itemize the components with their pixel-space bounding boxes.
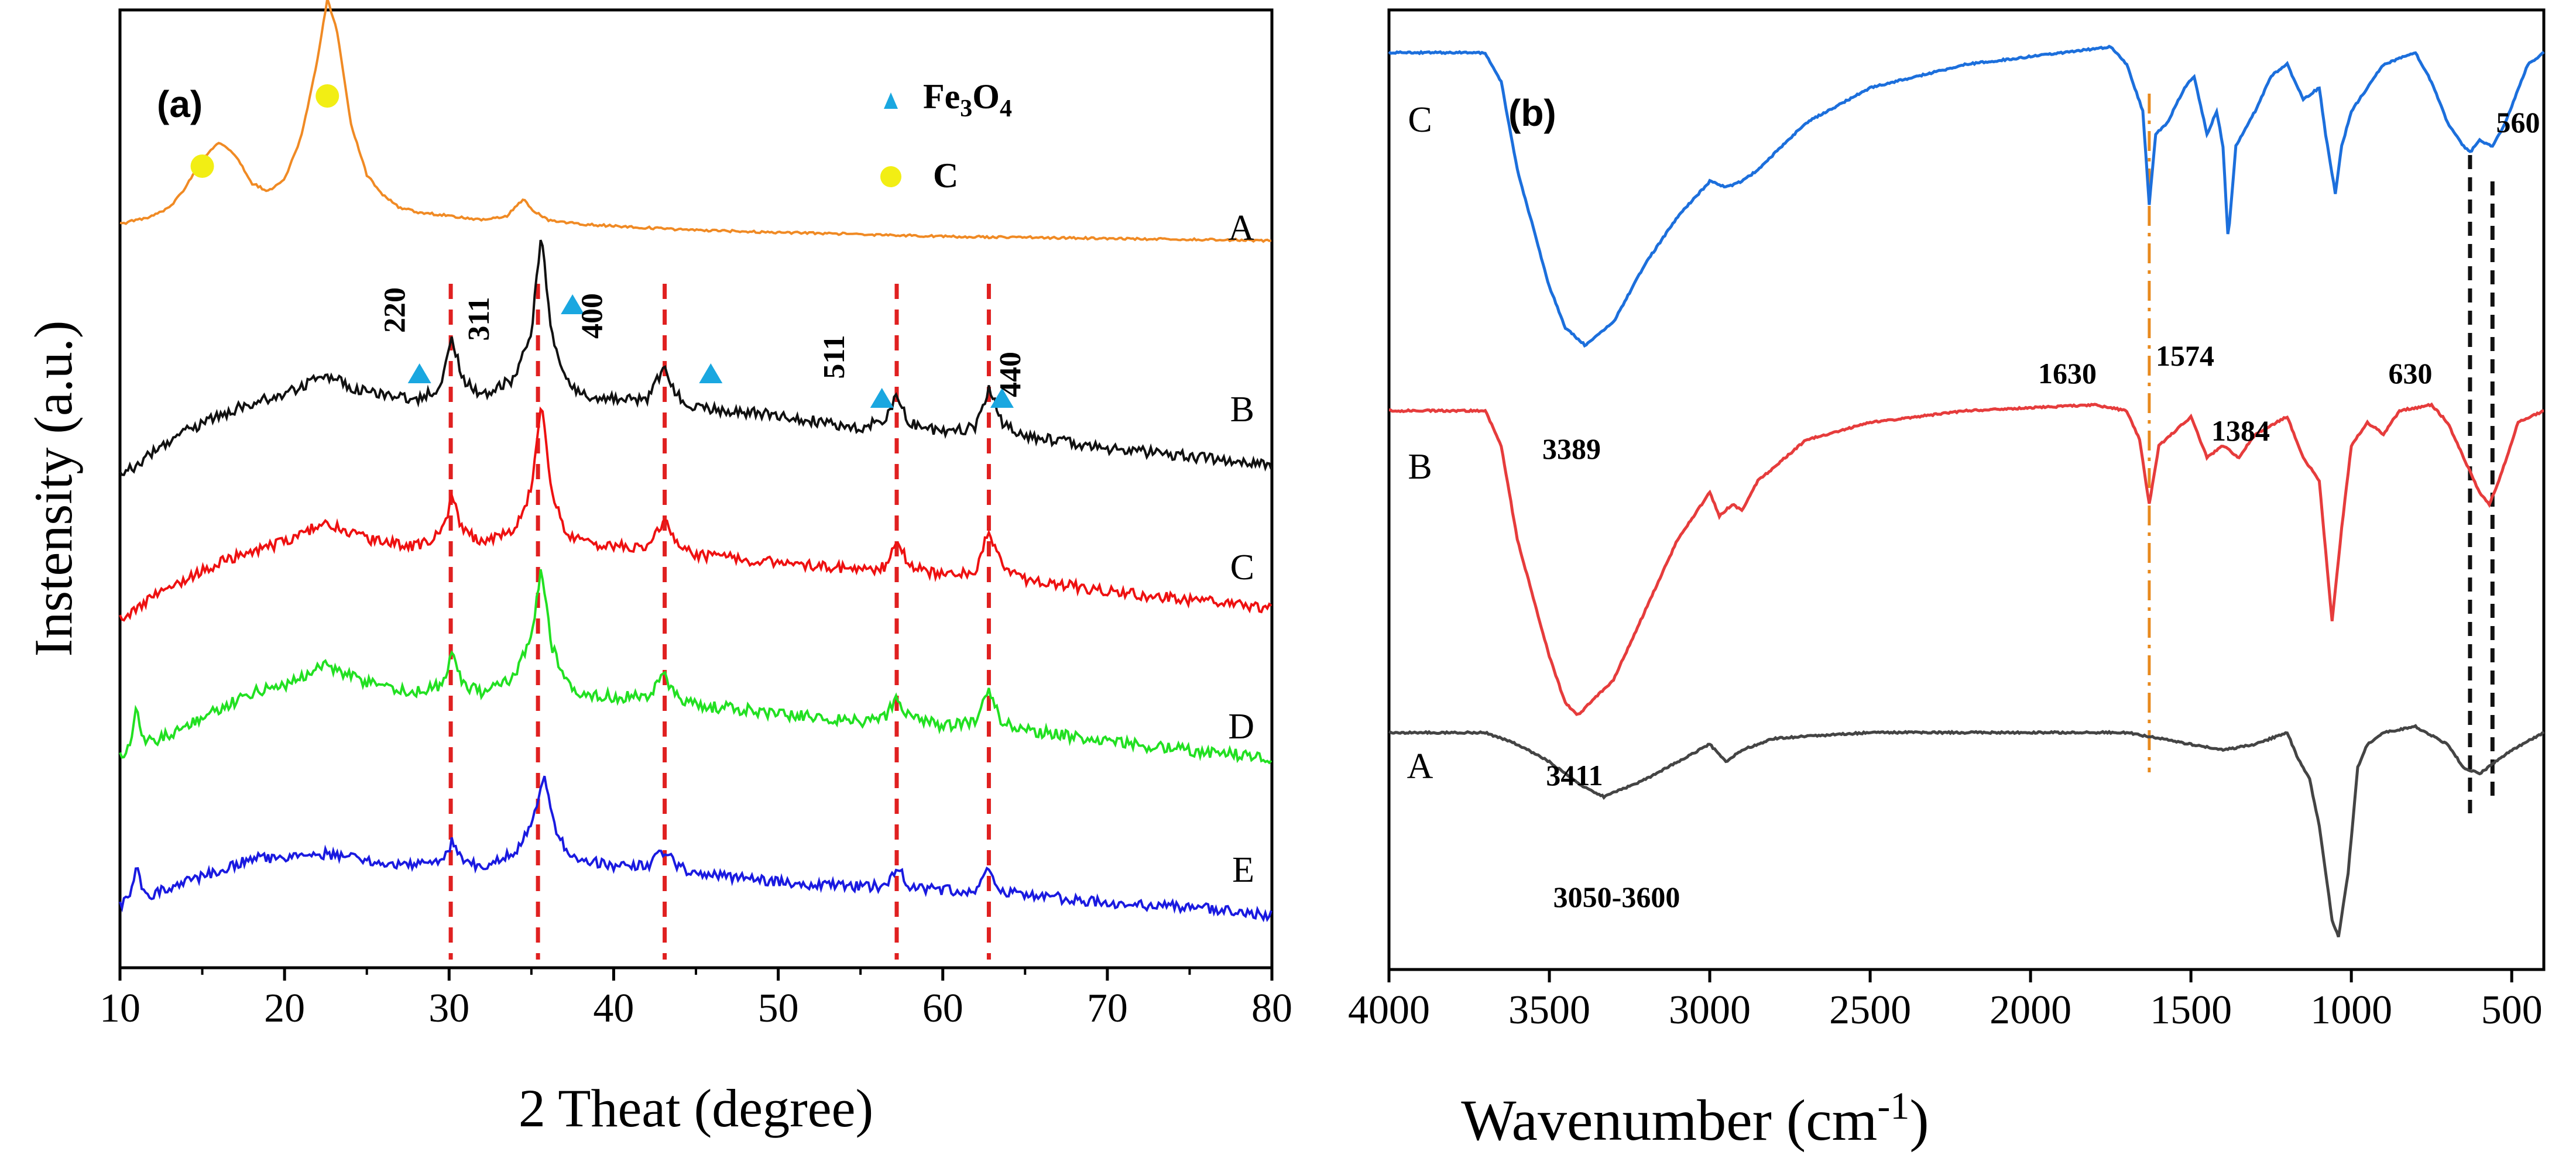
annotation-630: 630: [2389, 357, 2433, 390]
legend-circle-icon: [880, 166, 901, 187]
panel-b-label: (b): [1508, 92, 1556, 134]
x-tick-label: 1500: [2150, 988, 2232, 1033]
fe3o4-triangle-marker: [870, 388, 894, 408]
xrd-series-label-B: B: [1230, 390, 1254, 429]
panel-a-y-axis-label: Instensity (a.u.): [23, 321, 83, 657]
ftir-series-label-A: A: [1407, 747, 1433, 786]
xrd-series-label-D: D: [1228, 707, 1254, 747]
panel-b-x-ticks: 4000 3500 3000 2500 2000 1500 1000 500: [1348, 970, 2543, 1033]
x-tick-label: 3500: [1508, 988, 1590, 1033]
panel-a-label: (a): [157, 83, 203, 125]
xrd-series-B: [119, 239, 1272, 476]
x-tick-label: 500: [2481, 988, 2543, 1033]
panel-a-reference-lines: [448, 284, 991, 960]
ftir-series-label-B: B: [1408, 447, 1432, 487]
legend-triangle-icon: [884, 92, 898, 109]
fe3o4-triangle-marker: [699, 363, 723, 383]
panel-b-series: C B A: [1388, 44, 2545, 938]
xrd-series-label-C: C: [1230, 548, 1254, 587]
legend: Fe3O4 C: [880, 77, 1012, 195]
x-tick-label: 1000: [2310, 988, 2392, 1033]
panel-a-reflection-labels: 220 311 400 511 440: [378, 287, 1027, 397]
annotation-3050-3600: 3050-3600: [1553, 881, 1680, 913]
x-tick-label: 50: [758, 986, 799, 1031]
annotation-560: 560: [2496, 106, 2540, 139]
x-tick-label: 10: [100, 986, 140, 1031]
x-tick-label: 40: [593, 986, 634, 1031]
reflection-label-311: 311: [462, 297, 496, 341]
x-tick-label: 2500: [1829, 988, 1911, 1033]
annotation-1630: 1630: [2038, 357, 2097, 390]
annotation-1384: 1384: [2211, 414, 2270, 447]
reflection-label-400: 400: [576, 293, 609, 339]
x-tick-label: 3000: [1669, 988, 1751, 1033]
panel-a-x-ticks: 10 20 30 40 50 60 70 80: [100, 968, 1292, 1031]
ftir-series-A: [1388, 724, 2545, 938]
reflection-label-440: 440: [994, 352, 1027, 397]
x-tick-label: 30: [428, 986, 469, 1031]
panel-a-frame: [118, 8, 1274, 970]
xrd-series-label-E: E: [1232, 850, 1254, 890]
panel-b-x-axis-label: Wavenumber (cm-1): [1461, 1085, 1929, 1153]
x-tick-label: 80: [1251, 986, 1292, 1031]
panel-a-series: A B C D E: [119, 0, 1272, 923]
reflection-label-511: 511: [818, 335, 851, 379]
ftir-series-label-C: C: [1408, 100, 1432, 140]
fe3o4-triangle-marker: [990, 388, 1014, 408]
legend-fe3o4: Fe3O4: [923, 77, 1012, 122]
x-tick-label: 20: [264, 986, 305, 1031]
fe3o4-triangle-marker: [407, 363, 431, 383]
xrd-series-C: [119, 406, 1272, 622]
xrd-series-D: [119, 569, 1272, 765]
panel-b-reference-lines: [2148, 94, 2495, 813]
xrd-series-label-A: A: [1228, 208, 1254, 248]
annotation-3389: 3389: [1542, 432, 1601, 465]
x-tick-label: 60: [922, 986, 963, 1031]
reflection-label-220: 220: [378, 287, 411, 333]
panel-b-frame: [1387, 8, 2546, 971]
annotation-3411: 3411: [1546, 759, 1603, 792]
xrd-series-A: [119, 0, 1272, 243]
panel-a: A B C D E 220 311 400 511 440 10 20 30 40 50 60 70 80 (…: [23, 0, 1292, 1138]
carbon-circle-marker: [190, 154, 214, 178]
annotation-1574: 1574: [2156, 339, 2214, 372]
panel-a-x-axis-label: 2 Theat (degree): [519, 1078, 873, 1138]
panel-a-markers: [190, 84, 1014, 408]
ftir-series-C: [1388, 44, 2545, 348]
fe3o4-triangle-marker: [561, 294, 585, 314]
x-tick-label: 70: [1087, 986, 1128, 1031]
ftir-series-B: [1388, 402, 2544, 716]
panel-b: CBA 4000 3500 3000 2500 2000 1500 1000 500 (b) …: [1348, 8, 2546, 1153]
carbon-circle-marker: [315, 84, 339, 108]
xrd-series-E: [119, 775, 1272, 923]
x-tick-label: 2000: [1990, 988, 2071, 1033]
x-tick-label: 4000: [1348, 988, 1430, 1033]
legend-c: C: [933, 156, 958, 195]
